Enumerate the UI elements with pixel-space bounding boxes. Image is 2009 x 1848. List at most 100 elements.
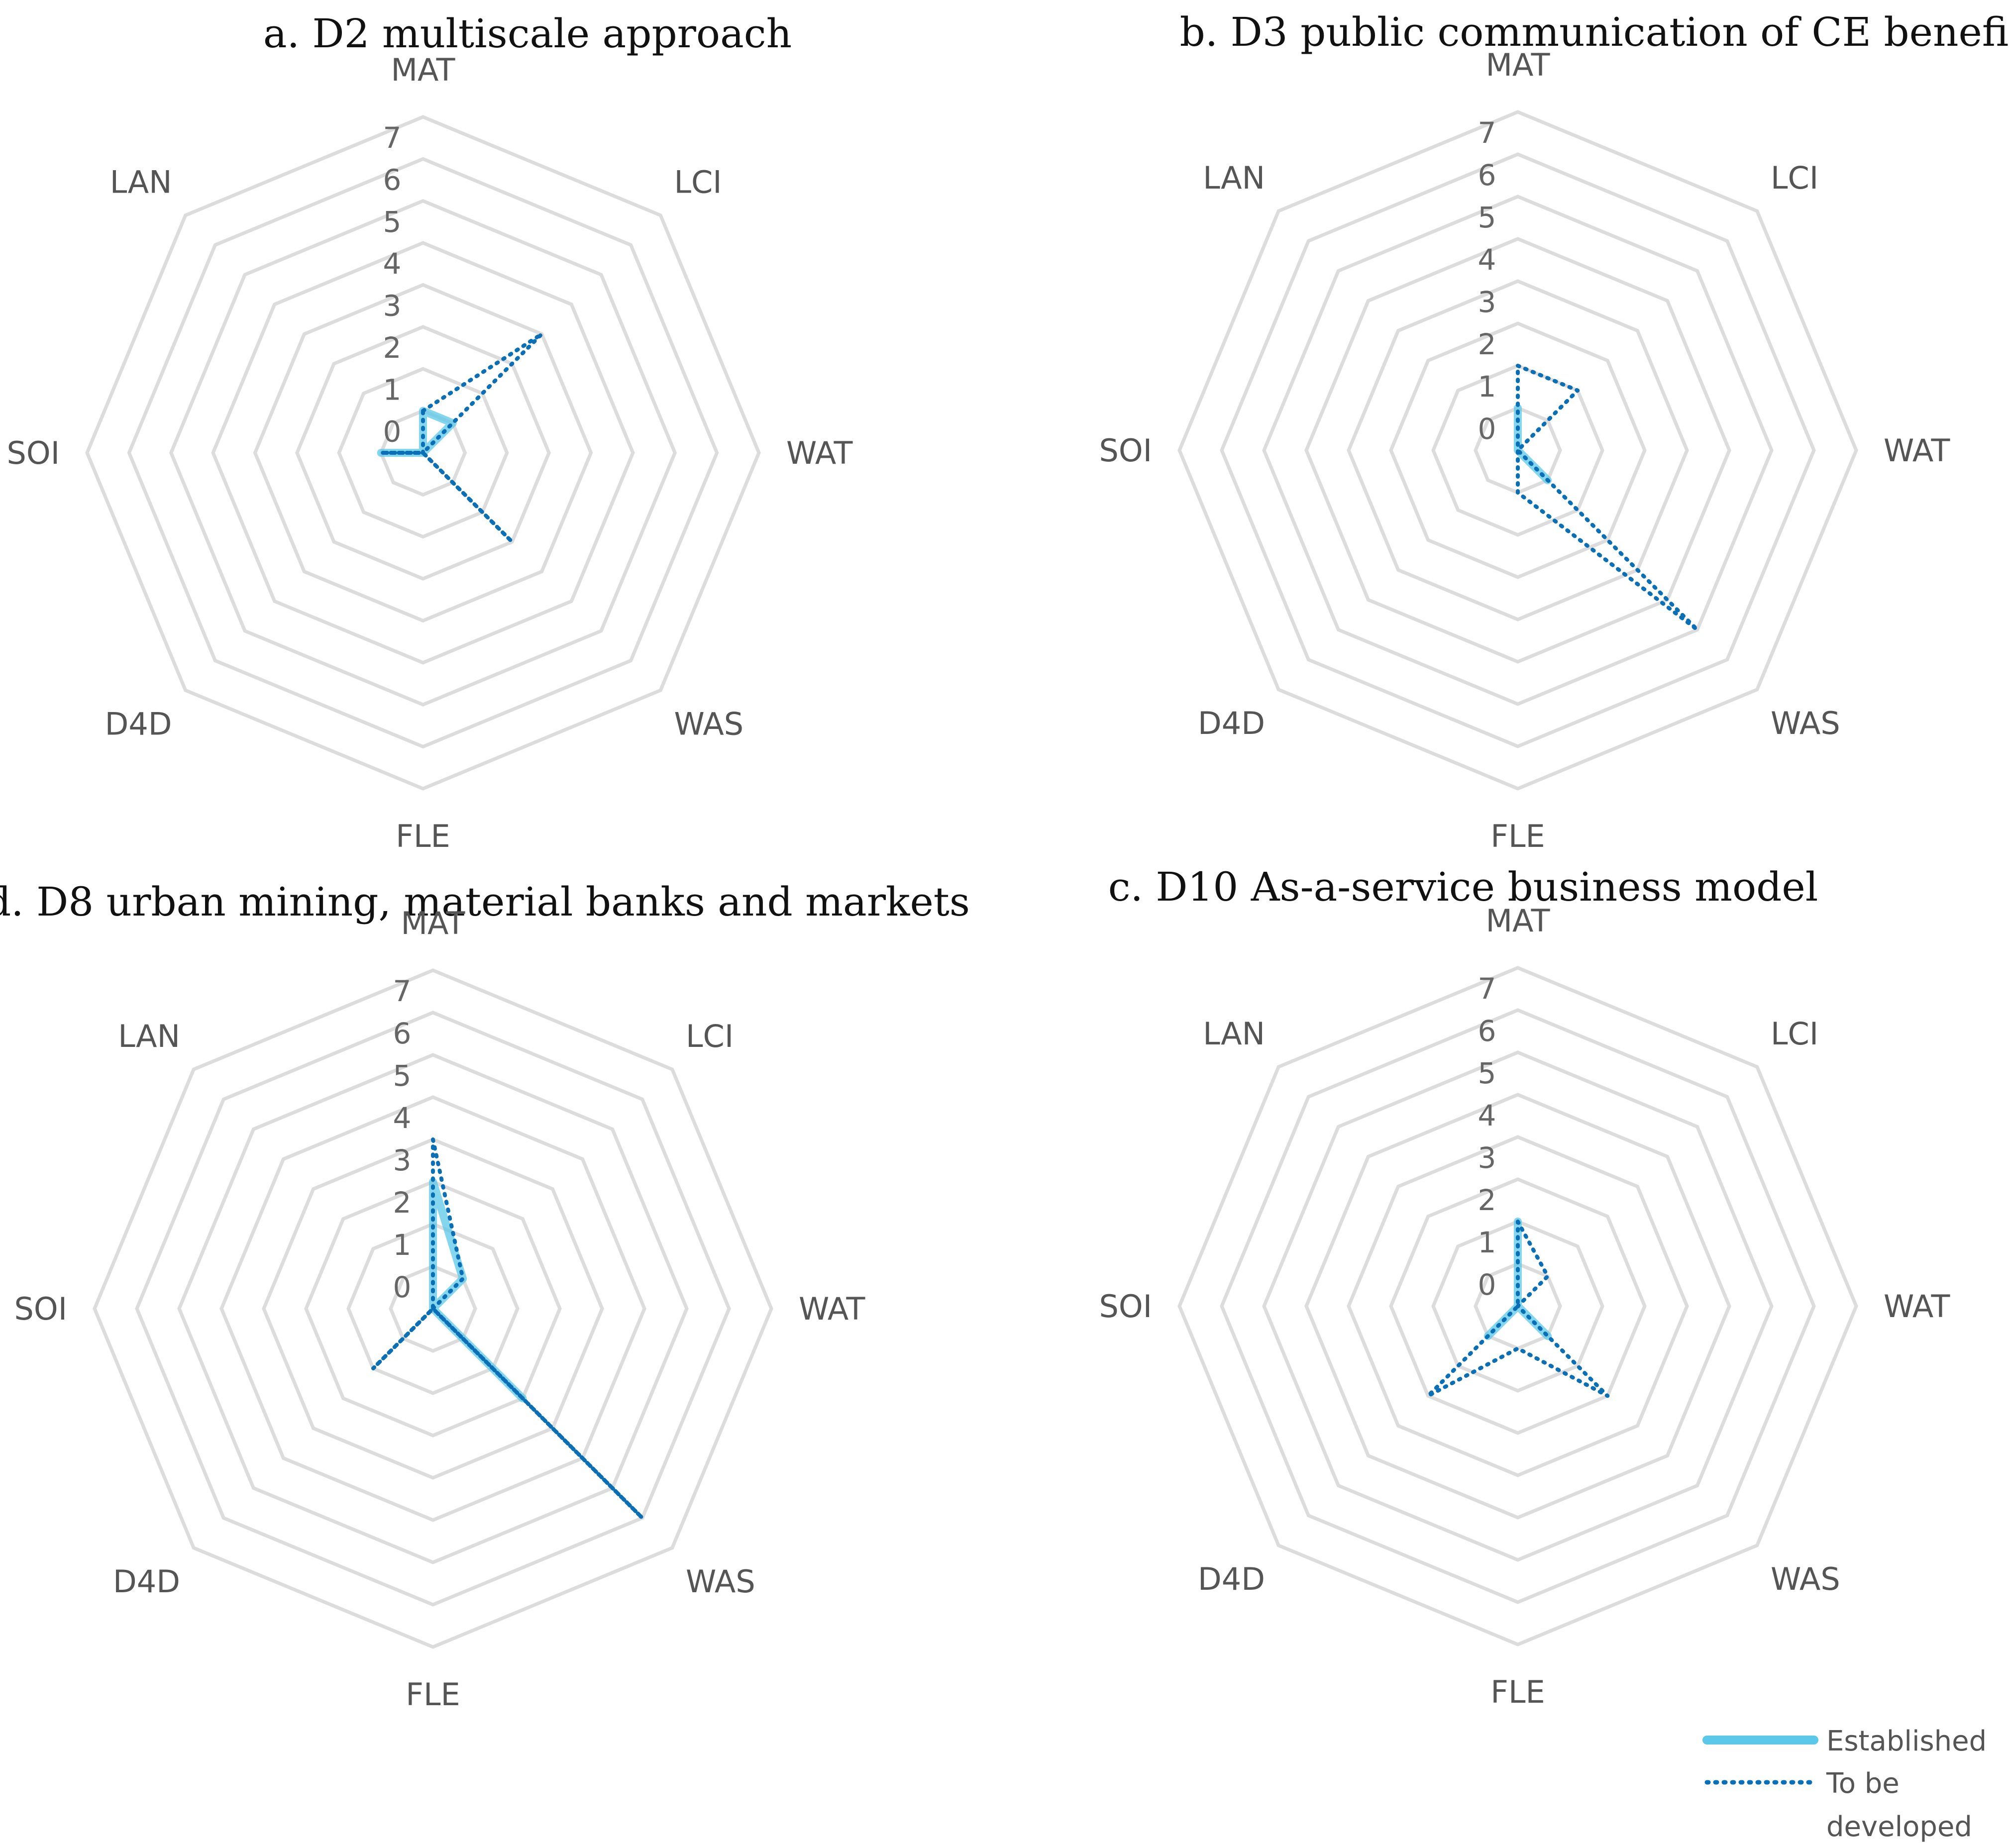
legend-to-be-developed-label-line1: To be (1826, 1767, 1900, 1800)
tick-label: 3 (383, 289, 402, 323)
grid-ring (1262, 1050, 1774, 1562)
axis-label-lci: LCI (674, 164, 722, 201)
axis-label-was: WAS (1771, 705, 1840, 741)
axis-label-lan: LAN (1203, 1016, 1265, 1052)
panel-title: b. D3 public communication of CE benefit… (1180, 9, 2009, 55)
axis-label-was: WAS (1771, 1561, 1840, 1597)
tick-label: 7 (393, 974, 412, 1008)
tick-label: 2 (1478, 327, 1496, 361)
grid-ring (253, 283, 593, 623)
tick-label: 0 (383, 415, 402, 449)
tick-label: 5 (1478, 201, 1496, 234)
grid-ring (1304, 1093, 1731, 1520)
tick-label: 0 (393, 1270, 412, 1304)
axis-label-d4d: D4D (1198, 705, 1265, 741)
grid-ring (1347, 1135, 1689, 1477)
axis-label-was: WAS (674, 706, 743, 742)
grid-ring (127, 157, 719, 749)
tick-label: 3 (1478, 285, 1496, 319)
grid-ring (337, 367, 509, 539)
tick-label: 2 (1478, 1183, 1496, 1217)
tick-label: 2 (393, 1186, 412, 1220)
tick-label: 6 (383, 163, 402, 197)
grid-ring (1389, 1177, 1647, 1435)
axis-label-wat: WAT (799, 1291, 866, 1327)
tick-label: 4 (1478, 243, 1496, 277)
grid-ring (135, 1011, 731, 1607)
axis-label-soi: SOI (1099, 432, 1152, 469)
tick-label: 3 (393, 1143, 412, 1177)
grid-ring (1177, 966, 1858, 1646)
axis-label-d4d: D4D (1198, 1561, 1265, 1597)
radar-panels: a. D2 multiscale approach 0 1 2 3 4 5 6 7 MAT LCI W… (0, 9, 2009, 1713)
tick-label: 6 (1478, 158, 1496, 192)
grid-ring (1389, 321, 1647, 579)
radar-panel-2: d. D8 urban mining, material banks and m… (0, 879, 970, 1713)
legend-established-label: Established (1826, 1725, 1987, 1757)
tick-label: 1 (383, 373, 402, 407)
axis-label-lci: LCI (1771, 1016, 1818, 1052)
tick-label: 7 (383, 121, 402, 155)
tick-label: 6 (1478, 1014, 1496, 1048)
legend-to-be-developed-label-line2: developed (1826, 1811, 1972, 1843)
grid-ring (1220, 152, 1816, 748)
axis-label-wat: WAT (1884, 1288, 1951, 1325)
axis-label-lan: LAN (1203, 160, 1265, 196)
grid-ring (1304, 237, 1731, 664)
axis-label-soi: SOI (1099, 1288, 1152, 1325)
grid-ring (85, 115, 761, 791)
grid-ring (169, 199, 677, 707)
panel-title: a. D2 multiscale approach (263, 10, 792, 57)
grid-ring (304, 1180, 562, 1437)
grid-ring (1347, 279, 1689, 621)
grid-ring (93, 968, 773, 1649)
grid-ring (262, 1137, 604, 1480)
radar-panel-0: a. D2 multiscale approach 0 1 2 3 4 5 6 7 MAT LCI W… (7, 10, 853, 854)
axis-label-lci: LCI (686, 1018, 734, 1054)
axis-label-mat: MAT (1486, 903, 1551, 939)
tick-label: 5 (383, 205, 402, 239)
legend: Established To be developed (1702, 1725, 1987, 1843)
axis-label-soi: SOI (14, 1291, 67, 1327)
tick-label: 1 (393, 1228, 412, 1262)
panel-title: d. D8 urban mining, material banks and m… (0, 879, 970, 925)
tick-label: 7 (1478, 972, 1496, 1006)
axis-label-lci: LCI (1771, 160, 1818, 196)
axis-label-lan: LAN (118, 1018, 180, 1054)
axis-label-mat: MAT (401, 905, 466, 941)
axis-label-lan: LAN (110, 164, 172, 201)
tick-label: 4 (1478, 1099, 1496, 1132)
grid-ring (295, 325, 551, 581)
axis-label-fle: FLE (406, 1676, 460, 1713)
axis-label-fle: FLE (396, 818, 450, 854)
grid-ring (211, 241, 635, 665)
axis-label-fle: FLE (1490, 818, 1545, 854)
axis-label-soi: SOI (7, 435, 60, 471)
grid-ring (177, 1053, 689, 1564)
axis-label-fle: FLE (1490, 1674, 1545, 1710)
tick-label: 1 (1478, 370, 1496, 404)
series-to-be-developed (371, 1137, 644, 1520)
axis-label-mat: MAT (391, 52, 456, 88)
grid-ring (1220, 1008, 1816, 1604)
tick-label: 0 (1478, 1268, 1496, 1302)
axis-label-was: WAS (686, 1563, 755, 1600)
tick-label: 1 (1478, 1226, 1496, 1259)
grid-ring (346, 1222, 520, 1395)
panel-title: c. D10 As-a-service business model (1108, 864, 1818, 910)
series-to-be-developed (1426, 1220, 1610, 1398)
grid-ring (389, 1264, 477, 1353)
grid-ring (1177, 110, 1858, 791)
axis-label-d4d: D4D (105, 706, 172, 742)
tick-label: 5 (1478, 1056, 1496, 1090)
series-to-be-developed (379, 332, 544, 544)
grid-ring (219, 1095, 646, 1522)
radar-panel-3: c. D10 As-a-service business model 0 1 2 3 4 5… (1099, 864, 1951, 1710)
axis-label-wat: WAT (1884, 432, 1951, 469)
axis-label-d4d: D4D (113, 1563, 180, 1600)
tick-label: 2 (383, 331, 402, 365)
grid-ring (1431, 1220, 1604, 1393)
tick-label: 4 (393, 1101, 412, 1135)
grid-ring (1431, 364, 1604, 537)
